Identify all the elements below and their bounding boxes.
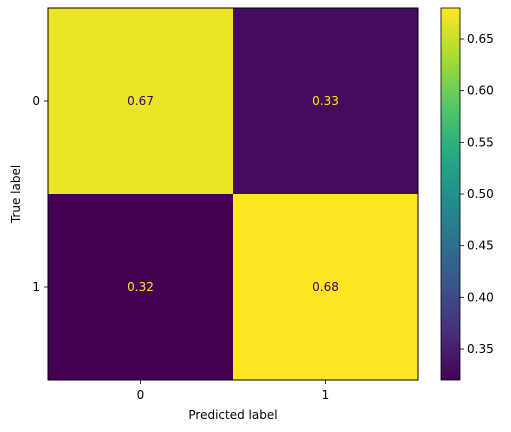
colorbar [441, 8, 460, 380]
colorbar-tick-label: 0.65 [467, 32, 494, 46]
x-tick-label: 1 [322, 388, 330, 402]
colorbar-tick-label: 0.60 [467, 84, 494, 98]
x-tick-label: 0 [137, 388, 145, 402]
cell-annotations: 0.67 0.33 0.32 0.68 [127, 94, 339, 294]
cell-value-label: 0.32 [127, 280, 154, 294]
colorbar-tick-label: 0.50 [467, 187, 494, 201]
heatmap-cell [48, 194, 233, 380]
heatmap-cell [233, 194, 418, 380]
colorbar-tick-label: 0.45 [467, 239, 494, 253]
heatmap-cell [48, 8, 233, 194]
cell-value-label: 0.67 [127, 94, 154, 108]
cell-value-label: 0.68 [312, 280, 339, 294]
colorbar-tick-label: 0.35 [467, 342, 494, 356]
heatmap-cells [48, 8, 418, 380]
colorbar-ticks: 0.35 0.40 0.45 0.50 0.55 0.60 0.65 [460, 32, 494, 356]
y-axis-label: True label [9, 165, 23, 224]
colorbar-tick-label: 0.55 [467, 135, 494, 149]
colorbar-tick-label: 0.40 [467, 290, 494, 304]
cell-value-label: 0.33 [312, 94, 339, 108]
heatmap-cell [233, 8, 418, 194]
y-axis: 01 [32, 94, 48, 294]
plot-frame [47, 7, 419, 381]
y-tick-label: 0 [32, 94, 40, 108]
y-tick-label: 1 [32, 280, 40, 294]
x-axis-label: Predicted label [188, 408, 277, 422]
